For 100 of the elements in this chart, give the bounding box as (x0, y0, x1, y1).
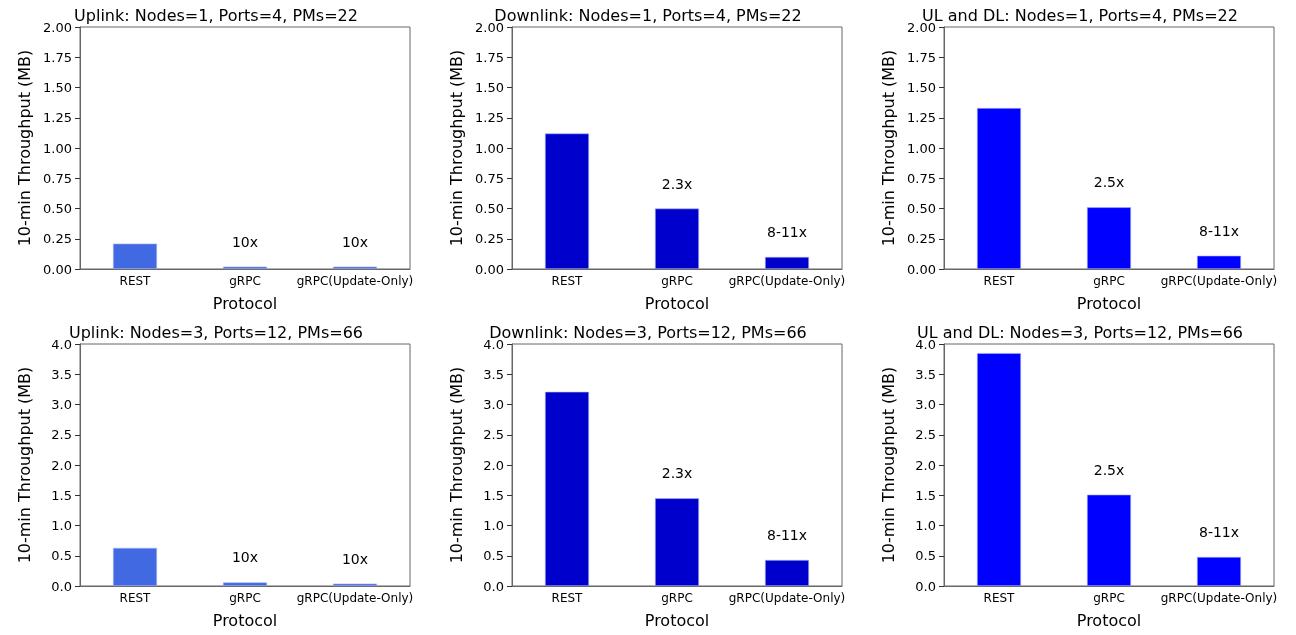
bar (977, 353, 1021, 586)
y-tick-label: 3.0 (51, 397, 72, 412)
y-tick-label: 1.75 (907, 49, 936, 65)
y-tick-label: 1.00 (43, 140, 72, 156)
y-tick-label: 0.00 (907, 261, 936, 277)
x-tick-label: gRPC (1093, 274, 1125, 288)
bar (1087, 494, 1131, 586)
y-tick-label: 1.0 (915, 518, 936, 533)
x-tick-label: gRPC (1093, 591, 1125, 605)
y-tick-label: 2.5 (51, 427, 72, 443)
annotation: 10x (341, 233, 369, 250)
y-tick-label: 3.5 (51, 366, 72, 382)
y-tick-label: 4.0 (483, 336, 504, 352)
y-tick-label: 1.50 (475, 80, 504, 95)
annotation: 8-11x (1198, 523, 1240, 540)
annotation: 8-11x (1198, 222, 1240, 239)
x-tick-label: gRPC (229, 274, 261, 288)
x-tick-label: gRPC (229, 591, 261, 605)
bar (1087, 207, 1131, 269)
x-tick-label: gRPC (661, 591, 693, 605)
y-tick-label: 0.5 (51, 548, 72, 564)
bar (765, 256, 809, 269)
y-tick-label: 1.75 (43, 49, 72, 65)
y-axis-title: 10-min Throughput (MB) (14, 366, 34, 564)
bar (1197, 255, 1241, 269)
bar (655, 208, 699, 269)
y-tick-label: 0.50 (907, 201, 936, 216)
y-axis-title: 10-min Throughput (MB) (446, 49, 466, 247)
annotation: 2.5x (1093, 461, 1125, 478)
bar (223, 582, 267, 586)
bar (1197, 556, 1241, 586)
x-tick-label: REST (119, 591, 152, 605)
x-tick-label: REST (983, 591, 1016, 605)
y-tick-label: 0.0 (483, 578, 504, 594)
x-tick-label: REST (983, 274, 1016, 288)
y-tick-label: 0.50 (475, 201, 504, 216)
x-axis-title: Protocol (1076, 293, 1142, 313)
bar (545, 391, 589, 586)
y-tick-label: 1.25 (43, 110, 72, 126)
y-tick-label: 3.5 (915, 366, 936, 382)
y-tick-label: 2.00 (475, 19, 504, 35)
y-tick-label: 1.25 (475, 110, 504, 126)
x-tick-label: gRPC(Update-Only) (296, 274, 414, 288)
y-tick-label: 0.00 (43, 261, 72, 277)
y-tick-label: 4.0 (915, 336, 936, 352)
annotation: 10x (231, 233, 259, 250)
y-tick-label: 1.00 (475, 140, 504, 156)
x-tick-label: REST (119, 274, 152, 288)
y-tick-label: 0.75 (907, 170, 936, 186)
x-axis-title: Protocol (644, 293, 710, 313)
x-tick-label: gRPC (661, 274, 693, 288)
x-tick-label: gRPC(Update-Only) (1160, 591, 1278, 605)
y-tick-label: 2.5 (915, 427, 936, 443)
annotation: 2.3x (661, 465, 693, 482)
x-tick-label: gRPC(Update-Only) (296, 591, 414, 605)
bar (113, 547, 157, 586)
y-tick-label: 1.5 (51, 487, 72, 503)
y-tick-label: 0.75 (43, 170, 72, 186)
y-tick-label: 1.5 (915, 487, 936, 503)
x-axis-title: Protocol (1076, 610, 1142, 630)
y-tick-label: 2.0 (51, 457, 72, 473)
y-tick-label: 3.0 (915, 397, 936, 412)
y-tick-label: 3.5 (483, 366, 504, 382)
chart-title: Uplink: Nodes=1, Ports=4, PMs=22 (74, 5, 358, 25)
y-tick-label: 0.5 (915, 548, 936, 564)
y-axis-title: 10-min Throughput (MB) (14, 49, 34, 247)
x-tick-label: gRPC(Update-Only) (728, 274, 846, 288)
x-tick-label: gRPC(Update-Only) (728, 591, 846, 605)
annotation: 2.3x (661, 175, 693, 192)
bar (655, 498, 699, 586)
y-tick-label: 0.75 (475, 170, 504, 186)
y-axis-title: 10-min Throughput (MB) (878, 366, 898, 564)
y-tick-label: 4.0 (51, 336, 72, 352)
y-tick-label: 2.5 (483, 427, 504, 443)
y-tick-label: 0.0 (51, 578, 72, 594)
annotation: 10x (341, 550, 369, 567)
y-tick-label: 1.25 (907, 110, 936, 126)
y-tick-label: 1.50 (43, 80, 72, 95)
y-tick-label: 2.00 (43, 19, 72, 35)
y-tick-label: 0.25 (907, 231, 936, 247)
y-axis-title: 10-min Throughput (MB) (878, 49, 898, 247)
x-axis-title: Protocol (212, 293, 278, 313)
y-tick-label: 0.0 (915, 578, 936, 594)
bar (977, 108, 1021, 269)
y-tick-label: 1.50 (907, 80, 936, 95)
y-tick-label: 0.50 (43, 201, 72, 216)
annotation: 8-11x (766, 526, 808, 543)
y-axis-title: 10-min Throughput (MB) (446, 366, 466, 564)
bar (765, 559, 809, 586)
x-axis-title: Protocol (644, 610, 710, 630)
y-tick-label: 2.0 (915, 457, 936, 473)
y-tick-label: 0.00 (475, 261, 504, 277)
y-tick-label: 0.25 (43, 231, 72, 247)
bar (545, 133, 589, 269)
y-tick-label: 1.0 (483, 518, 504, 533)
y-tick-label: 0.5 (483, 548, 504, 564)
x-tick-label: gRPC(Update-Only) (1160, 274, 1278, 288)
y-tick-label: 1.00 (907, 140, 936, 156)
y-tick-label: 1.0 (51, 518, 72, 533)
y-tick-label: 1.5 (483, 487, 504, 503)
